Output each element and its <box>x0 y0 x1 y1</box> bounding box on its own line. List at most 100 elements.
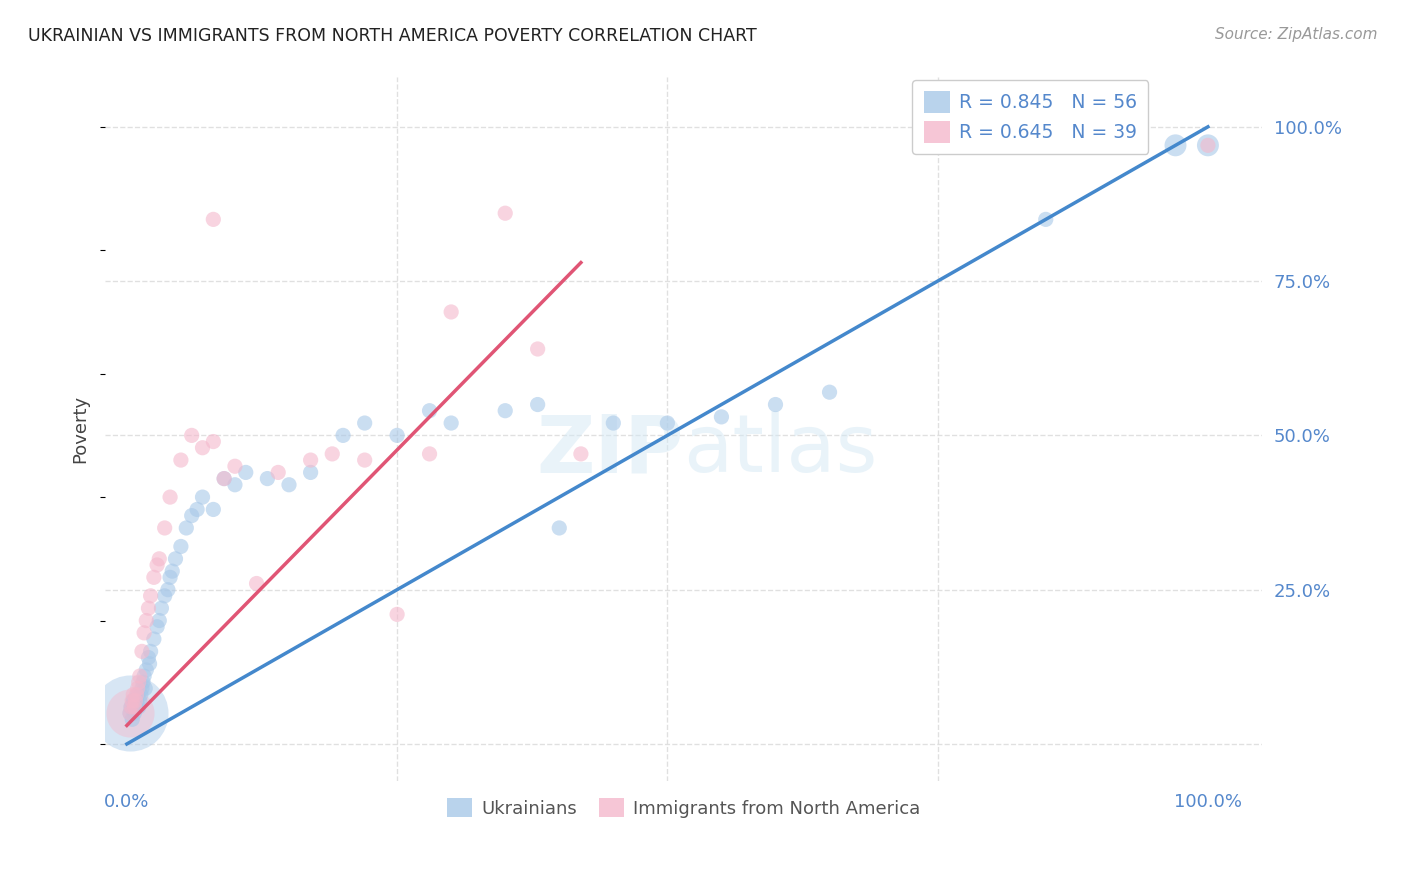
Point <box>710 409 733 424</box>
Point <box>134 681 156 696</box>
Point <box>256 472 278 486</box>
Point <box>1035 212 1057 227</box>
Point <box>159 570 181 584</box>
Point <box>224 459 246 474</box>
Point <box>818 385 841 400</box>
Point <box>569 447 592 461</box>
Point <box>138 601 160 615</box>
Point <box>245 576 267 591</box>
Point <box>131 644 153 658</box>
Point <box>120 706 142 720</box>
Point <box>548 521 571 535</box>
Point <box>120 700 142 714</box>
Point <box>120 700 142 714</box>
Point <box>146 620 169 634</box>
Point <box>135 614 157 628</box>
Point <box>129 688 152 702</box>
Point <box>224 477 246 491</box>
Point <box>174 521 197 535</box>
Point <box>419 447 441 461</box>
Point <box>526 342 548 356</box>
Point <box>148 614 170 628</box>
Point <box>128 700 150 714</box>
Text: ZIP: ZIP <box>536 411 683 490</box>
Point <box>156 582 179 597</box>
Point <box>153 521 176 535</box>
Point <box>122 688 145 702</box>
Point <box>235 466 257 480</box>
Point <box>526 398 548 412</box>
Point <box>127 681 149 696</box>
Text: UKRAINIAN VS IMMIGRANTS FROM NORTH AMERICA POVERTY CORRELATION CHART: UKRAINIAN VS IMMIGRANTS FROM NORTH AMERI… <box>28 27 756 45</box>
Point <box>602 416 624 430</box>
Point <box>1164 138 1187 153</box>
Point <box>765 398 787 412</box>
Point <box>125 694 148 708</box>
Point <box>353 416 375 430</box>
Point <box>146 558 169 572</box>
Point <box>134 669 156 683</box>
Point <box>125 688 148 702</box>
Point <box>139 644 162 658</box>
Point <box>142 570 165 584</box>
Point <box>153 589 176 603</box>
Point <box>419 403 441 417</box>
Legend: Ukrainians, Immigrants from North America: Ukrainians, Immigrants from North Americ… <box>440 791 928 825</box>
Point <box>212 472 235 486</box>
Point <box>120 706 142 720</box>
Point <box>440 416 463 430</box>
Point <box>148 551 170 566</box>
Point <box>159 490 181 504</box>
Point <box>299 466 322 480</box>
Point <box>1197 138 1219 153</box>
Point <box>142 632 165 646</box>
Y-axis label: Poverty: Poverty <box>72 395 89 463</box>
Point <box>120 706 142 720</box>
Point <box>138 650 160 665</box>
Point <box>128 694 150 708</box>
Point <box>150 601 173 615</box>
Point <box>131 681 153 696</box>
Point <box>128 675 150 690</box>
Point <box>132 675 155 690</box>
Point <box>170 540 193 554</box>
Point <box>124 694 146 708</box>
Point <box>278 477 301 491</box>
Point <box>180 428 202 442</box>
Point <box>267 466 290 480</box>
Point <box>202 502 225 516</box>
Point <box>191 441 214 455</box>
Text: atlas: atlas <box>683 411 877 490</box>
Point <box>124 706 146 720</box>
Point <box>135 663 157 677</box>
Point <box>165 551 187 566</box>
Point <box>121 712 143 726</box>
Point <box>138 657 160 671</box>
Point <box>186 502 208 516</box>
Point <box>440 305 463 319</box>
Point <box>385 428 408 442</box>
Point <box>127 688 149 702</box>
Point <box>134 626 156 640</box>
Point <box>162 564 184 578</box>
Point <box>124 700 146 714</box>
Point <box>657 416 679 430</box>
Point <box>202 434 225 449</box>
Point <box>299 453 322 467</box>
Point <box>122 694 145 708</box>
Point <box>121 694 143 708</box>
Point <box>170 453 193 467</box>
Point <box>494 403 516 417</box>
Point <box>353 453 375 467</box>
Point <box>139 589 162 603</box>
Point <box>385 607 408 622</box>
Point <box>494 206 516 220</box>
Point <box>212 472 235 486</box>
Point <box>191 490 214 504</box>
Text: Source: ZipAtlas.com: Source: ZipAtlas.com <box>1215 27 1378 42</box>
Point <box>180 508 202 523</box>
Point <box>202 212 225 227</box>
Point <box>1197 138 1219 153</box>
Point <box>124 700 146 714</box>
Point <box>120 706 142 720</box>
